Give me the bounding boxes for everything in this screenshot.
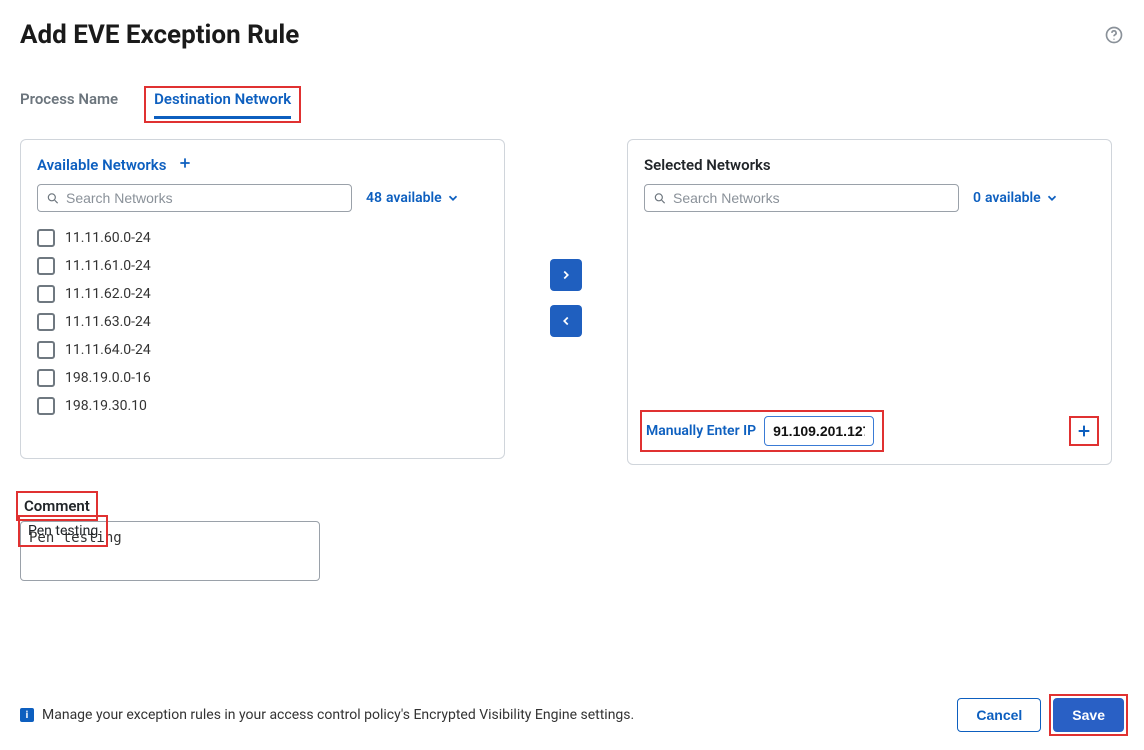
search-icon — [46, 191, 60, 206]
available-count-number: 48 — [366, 190, 382, 206]
tab-process-name[interactable]: Process Name — [20, 90, 118, 119]
available-networks-title: Available Networks — [37, 156, 488, 174]
list-item[interactable]: 11.11.62.0-24 — [37, 280, 482, 308]
selected-count-dropdown[interactable]: 0 available — [973, 190, 1059, 206]
selected-networks-title: Selected Networks — [644, 156, 1095, 174]
chevron-down-icon — [446, 191, 460, 205]
add-network-icon[interactable] — [178, 156, 192, 174]
available-networks-label: Available Networks — [37, 156, 166, 174]
info-icon: i — [20, 708, 34, 722]
transfer-buttons — [550, 259, 582, 337]
save-button[interactable]: Save — [1053, 698, 1124, 732]
available-networks-list: 11.11.60.0-24 11.11.61.0-24 11.11.62.0-2… — [37, 224, 488, 434]
footer-info-text: Manage your exception rules in your acce… — [42, 707, 634, 723]
available-networks-panel: Available Networks 48 available 11.11.60… — [20, 139, 505, 459]
comment-value-highlight: Pen testing — [22, 519, 104, 543]
manual-ip-input-preview[interactable] — [764, 416, 874, 446]
list-item[interactable]: 198.19.0.0-16 — [37, 364, 482, 392]
chevron-right-icon — [559, 268, 573, 282]
available-count-label: available — [386, 190, 442, 206]
help-icon[interactable] — [1104, 25, 1124, 45]
checkbox[interactable] — [37, 229, 55, 247]
network-label: 198.19.30.10 — [65, 398, 147, 414]
manual-ip-row: Manually Enter IP — [644, 414, 1095, 448]
selected-networks-panel: Selected Networks 0 available Manually E… — [627, 139, 1112, 465]
chevron-left-icon — [559, 314, 573, 328]
highlight-destination-tab: Destination Network — [148, 90, 297, 119]
selected-networks-list — [644, 224, 1095, 414]
list-item[interactable]: 11.11.63.0-24 — [37, 308, 482, 336]
selected-search-input[interactable] — [673, 190, 950, 206]
checkbox[interactable] — [37, 257, 55, 275]
list-item[interactable]: 11.11.64.0-24 — [37, 336, 482, 364]
plus-icon — [1076, 423, 1092, 439]
network-label: 11.11.60.0-24 — [65, 230, 151, 246]
network-label: 11.11.64.0-24 — [65, 342, 151, 358]
list-item[interactable]: 198.19.30.10 — [37, 392, 482, 420]
tab-destination-network[interactable]: Destination Network — [154, 90, 291, 119]
selected-count-label: available — [985, 190, 1041, 206]
manual-ip-label: Manually Enter IP — [646, 423, 756, 439]
comment-label: Comment — [20, 495, 94, 517]
move-left-button[interactable] — [550, 305, 582, 337]
manual-ip-add-button[interactable] — [1073, 420, 1095, 442]
comment-section: Comment Pen testing — [20, 495, 1124, 585]
network-label: 11.11.61.0-24 — [65, 258, 151, 274]
available-search-box[interactable] — [37, 184, 352, 212]
checkbox[interactable] — [37, 369, 55, 387]
available-count-dropdown[interactable]: 48 available — [366, 190, 460, 206]
available-search-input[interactable] — [66, 190, 343, 206]
selected-count-number: 0 — [973, 190, 981, 206]
page-title: Add EVE Exception Rule — [20, 20, 299, 50]
chevron-down-icon — [1045, 191, 1059, 205]
network-label: 11.11.62.0-24 — [65, 286, 151, 302]
network-label: 11.11.63.0-24 — [65, 314, 151, 330]
checkbox[interactable] — [37, 341, 55, 359]
footer-info: i Manage your exception rules in your ac… — [20, 707, 634, 723]
cancel-button[interactable]: Cancel — [957, 698, 1041, 732]
network-label: 198.19.0.0-16 — [65, 370, 151, 386]
list-item[interactable]: 11.11.61.0-24 — [37, 252, 482, 280]
footer: i Manage your exception rules in your ac… — [20, 698, 1124, 732]
list-item[interactable]: 11.11.60.0-24 — [37, 224, 482, 252]
checkbox[interactable] — [37, 397, 55, 415]
search-icon — [653, 191, 667, 206]
selected-search-box[interactable] — [644, 184, 959, 212]
move-right-button[interactable] — [550, 259, 582, 291]
checkbox[interactable] — [37, 313, 55, 331]
checkbox[interactable] — [37, 285, 55, 303]
tabs: Process Name Destination Network — [20, 90, 1124, 119]
